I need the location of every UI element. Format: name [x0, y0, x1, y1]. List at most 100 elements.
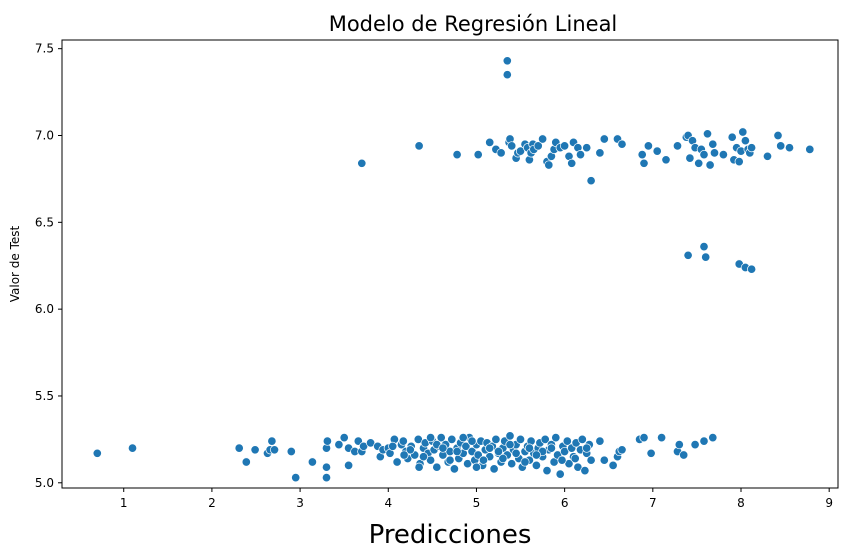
data-point: [580, 466, 590, 476]
data-point: [557, 455, 567, 465]
data-point: [531, 450, 541, 460]
data-point: [551, 433, 561, 443]
x-tick-label: 6: [561, 496, 569, 510]
data-point: [445, 455, 455, 465]
data-point: [555, 469, 565, 479]
data-point: [286, 446, 296, 457]
data-point: [493, 446, 504, 457]
data-point: [709, 148, 720, 158]
data-point: [699, 436, 709, 446]
data-point: [699, 242, 709, 252]
data-point: [776, 141, 786, 151]
data-point: [489, 464, 499, 474]
data-point: [674, 440, 684, 450]
data-point: [515, 434, 526, 444]
data-point: [478, 455, 489, 465]
y-tick-label: 7.0: [35, 129, 54, 143]
data-point: [643, 141, 653, 151]
data-point: [685, 153, 695, 163]
data-point: [291, 473, 301, 483]
data-point: [718, 150, 728, 160]
y-tick-label: 5.5: [35, 389, 54, 403]
data-point: [438, 443, 448, 453]
data-point: [496, 148, 506, 158]
data-point: [595, 148, 605, 158]
data-point: [762, 151, 773, 161]
data-point: [467, 436, 477, 446]
data-point: [234, 443, 244, 453]
data-point: [398, 436, 408, 446]
data-point: [747, 264, 757, 274]
y-tick-label: 6.5: [35, 215, 54, 229]
y-tick-label: 6.0: [35, 302, 54, 316]
data-point: [540, 434, 550, 444]
data-point: [241, 457, 251, 467]
y-axis-label: Valor de Test: [8, 225, 22, 302]
data-point: [505, 431, 515, 441]
data-point: [520, 457, 530, 467]
data-point: [577, 434, 587, 444]
data-points: [92, 56, 815, 483]
data-point: [582, 143, 592, 153]
data-point: [524, 443, 534, 453]
data-point: [127, 443, 138, 453]
data-point: [250, 445, 260, 455]
data-point: [657, 433, 667, 443]
data-point: [447, 434, 457, 444]
data-point: [426, 433, 436, 443]
data-point: [471, 462, 482, 472]
data-point: [599, 455, 609, 465]
x-tick-label: 7: [649, 496, 657, 510]
data-point: [708, 433, 718, 443]
data-point: [683, 250, 693, 260]
data-point: [388, 441, 398, 451]
data-point: [740, 136, 750, 146]
data-point: [269, 445, 280, 455]
data-point: [414, 462, 424, 472]
data-point: [452, 150, 462, 160]
data-point: [639, 158, 649, 168]
data-point: [784, 143, 795, 153]
data-point: [586, 176, 596, 186]
chart-title: Modelo de Regresión Lineal: [329, 12, 618, 36]
data-point: [702, 129, 713, 139]
data-point: [507, 459, 517, 469]
data-point: [533, 141, 543, 151]
data-point: [734, 157, 744, 167]
data-point: [418, 452, 429, 462]
data-point: [705, 160, 715, 170]
data-point: [560, 141, 570, 151]
data-point: [661, 155, 671, 165]
data-point: [708, 139, 718, 149]
data-point: [672, 141, 683, 151]
data-point: [92, 448, 102, 458]
data-point: [449, 464, 459, 474]
data-point: [694, 158, 704, 168]
y-tick-label: 7.5: [35, 42, 54, 56]
data-point: [639, 433, 649, 443]
data-point: [452, 446, 462, 457]
data-point: [507, 141, 517, 151]
data-point: [617, 139, 627, 149]
data-point: [637, 150, 647, 160]
data-point: [531, 460, 541, 470]
data-point: [690, 440, 700, 450]
data-point: [679, 450, 689, 460]
data-point: [747, 143, 757, 153]
x-axis-label: Predicciones: [369, 520, 532, 550]
data-point: [436, 433, 446, 443]
data-point: [701, 252, 711, 262]
data-point: [502, 56, 512, 66]
x-tick-label: 5: [473, 496, 481, 510]
x-tick-label: 8: [737, 496, 745, 510]
x-tick-label: 3: [296, 496, 304, 510]
data-point: [575, 150, 586, 160]
data-point: [595, 436, 605, 446]
data-point: [498, 453, 508, 464]
data-point: [646, 448, 656, 458]
data-point: [599, 134, 609, 144]
data-point: [321, 473, 332, 483]
data-point: [339, 433, 349, 443]
y-tick-label: 5.0: [35, 476, 54, 490]
